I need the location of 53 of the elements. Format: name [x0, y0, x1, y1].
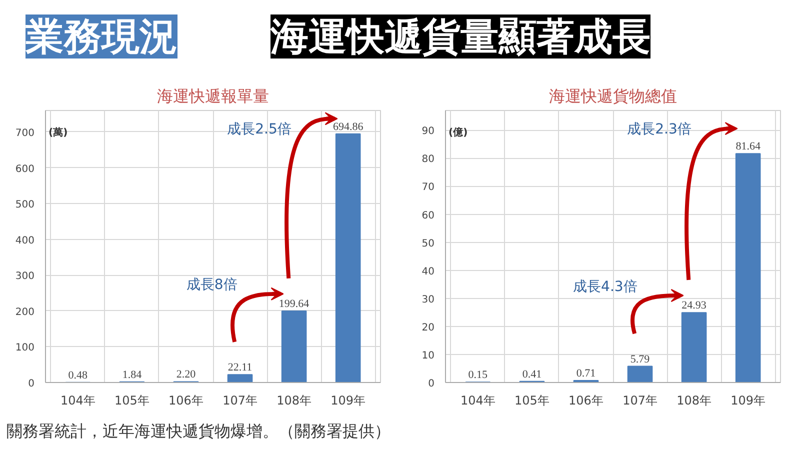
- y-tick-label: 10: [422, 350, 435, 362]
- data-label: 0.71: [576, 368, 596, 380]
- x-tick-label: 104年: [460, 394, 496, 408]
- x-tick-label: 107年: [622, 394, 658, 408]
- data-label: 5.79: [630, 353, 650, 366]
- y-tick-label: 300: [15, 271, 35, 282]
- data-label: 24.93: [682, 300, 707, 312]
- x-tick-label: 108年: [276, 394, 312, 408]
- chart-title: 海運快遞貨物總值: [549, 86, 677, 106]
- y-tick-label: 90: [422, 126, 435, 138]
- y-tick-label: 600: [15, 164, 35, 175]
- y-tick-label: 0: [28, 378, 35, 390]
- annotation: 成長4.3倍: [573, 279, 638, 296]
- data-label: 0.41: [522, 368, 542, 380]
- data-label: 0.48: [68, 369, 88, 382]
- y-tick-label: 80: [422, 154, 435, 166]
- y-tick-label: 500: [15, 200, 35, 211]
- x-tick-label: 106年: [168, 394, 204, 408]
- y-tick-label: 70: [422, 182, 435, 194]
- x-tick-label: 105年: [514, 394, 550, 408]
- text: 海運快遞貨量顯著成長: [270, 14, 650, 58]
- data-label: 2.20: [176, 368, 196, 381]
- y-tick-label: 700: [15, 128, 35, 139]
- y-tick-label: 30: [422, 294, 435, 306]
- y-axis-title: (萬): [48, 126, 68, 138]
- y-tick-label: 60: [422, 210, 435, 222]
- y-tick-label: 100: [15, 342, 35, 354]
- y-axis-title: (億): [448, 126, 468, 138]
- annotation: 成長8倍: [186, 277, 238, 294]
- y-tick-label: 40: [422, 266, 435, 278]
- y-tick-label: 400: [15, 235, 35, 246]
- chart-title: 海運快遞報單量: [157, 86, 269, 106]
- text: 關務署統計，近年海運快遞貨物爆增。（關務署提供）: [6, 422, 390, 440]
- text: 業務現況: [24, 14, 178, 58]
- y-tick-label: 0: [428, 378, 435, 390]
- data-label: 694.86: [332, 120, 364, 133]
- data-label: 22.11: [228, 362, 252, 374]
- x-tick-label: 104年: [60, 394, 96, 408]
- x-tick-label: 108年: [676, 394, 712, 408]
- data-label: 199.64: [278, 298, 310, 310]
- annotation: 成長2.3倍: [627, 122, 692, 138]
- data-label: 1.84: [122, 368, 142, 381]
- data-label: 81.64: [736, 140, 761, 153]
- y-tick-label: 200: [15, 306, 35, 318]
- y-tick-label: 20: [422, 322, 435, 334]
- x-tick-label: 109年: [730, 394, 766, 408]
- x-tick-label: 105年: [114, 394, 150, 408]
- data-label: 0.15: [468, 369, 488, 382]
- y-tick-label: 50: [422, 238, 435, 250]
- x-tick-label: 106年: [568, 394, 604, 408]
- x-tick-label: 109年: [330, 394, 366, 408]
- annotation: 成長2.5倍: [227, 122, 292, 138]
- x-tick-label: 107年: [222, 394, 258, 408]
